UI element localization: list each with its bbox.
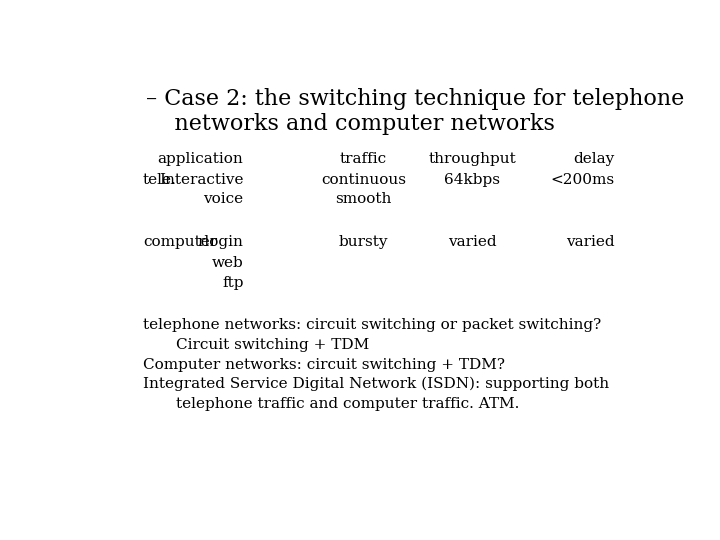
Text: bursty: bursty — [338, 235, 388, 249]
Text: <200ms: <200ms — [550, 173, 615, 187]
Text: 64kbps: 64kbps — [444, 173, 500, 187]
Text: telephone traffic and computer traffic. ATM.: telephone traffic and computer traffic. … — [176, 396, 520, 410]
Text: application: application — [158, 152, 243, 166]
Text: telephone networks: circuit switching or packet switching?: telephone networks: circuit switching or… — [143, 319, 601, 333]
Text: continuous: continuous — [321, 173, 406, 187]
Text: Interactive: Interactive — [159, 173, 243, 187]
Text: computer: computer — [143, 235, 217, 249]
Text: traffic: traffic — [340, 152, 387, 166]
Text: tele.: tele. — [143, 173, 177, 187]
Text: voice: voice — [203, 192, 243, 206]
Text: networks and computer networks: networks and computer networks — [145, 113, 554, 134]
Text: varied: varied — [566, 235, 615, 249]
Text: Integrated Service Digital Network (ISDN): supporting both: Integrated Service Digital Network (ISDN… — [143, 377, 609, 392]
Text: Computer networks: circuit switching + TDM?: Computer networks: circuit switching + T… — [143, 357, 505, 372]
Text: web: web — [212, 256, 243, 270]
Text: smooth: smooth — [336, 192, 392, 206]
Text: – Case 2: the switching technique for telephone: – Case 2: the switching technique for te… — [145, 87, 684, 110]
Text: rlogin: rlogin — [197, 235, 243, 249]
Text: ftp: ftp — [222, 275, 243, 289]
Text: throughput: throughput — [428, 152, 516, 166]
Text: Circuit switching + TDM: Circuit switching + TDM — [176, 338, 370, 352]
Text: delay: delay — [573, 152, 615, 166]
Text: varied: varied — [448, 235, 497, 249]
